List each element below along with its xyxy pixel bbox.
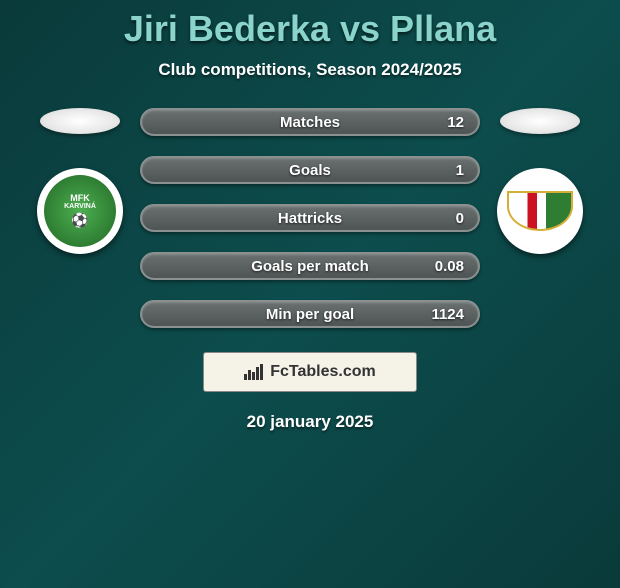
date-text: 20 january 2025 [0,412,620,432]
stat-row-hattricks: Hattricks 0 [140,204,480,232]
stat-right-value: 1 [456,162,464,179]
stat-label: Matches [280,114,340,131]
club-logo-left-text1: MFK [70,193,90,203]
club-logo-right-inner [507,191,573,231]
subtitle: Club competitions, Season 2024/2025 [0,60,620,80]
stat-row-matches: Matches 12 [140,108,480,136]
branding-box[interactable]: FcTables.com [203,352,417,392]
stat-label: Min per goal [266,306,354,323]
stats-column: Matches 12 Goals 1 Hattricks 0 Goals per… [140,108,480,328]
stat-right-value: 12 [447,114,464,131]
club-logo-right [497,168,583,254]
stat-label: Goals [289,162,331,179]
stat-row-min-per-goal: Min per goal 1124 [140,300,480,328]
branding-text: FcTables.com [270,363,376,381]
soccer-ball-icon: ⚽ [71,212,88,229]
stat-row-goals-per-match: Goals per match 0.08 [140,252,480,280]
page-title: Jiri Bederka vs Pllana [0,8,620,50]
player-placeholder-right [500,108,580,134]
club-logo-left-inner: MFK KARVINÁ ⚽ [44,175,116,247]
bar-chart-icon [244,364,264,380]
stat-right-value: 0 [456,210,464,227]
club-logo-left: MFK KARVINÁ ⚽ [37,168,123,254]
stat-row-goals: Goals 1 [140,156,480,184]
left-player-column: MFK KARVINÁ ⚽ [30,108,130,254]
club-logo-left-text2: KARVINÁ [64,203,96,210]
stat-right-value: 0.08 [435,258,464,275]
stat-label: Hattricks [278,210,342,227]
right-player-column [490,108,590,254]
player-placeholder-left [40,108,120,134]
stat-right-value: 1124 [431,306,464,323]
stat-label: Goals per match [251,258,369,275]
comparison-content: MFK KARVINÁ ⚽ Matches 12 Goals 1 Hattric… [0,108,620,328]
